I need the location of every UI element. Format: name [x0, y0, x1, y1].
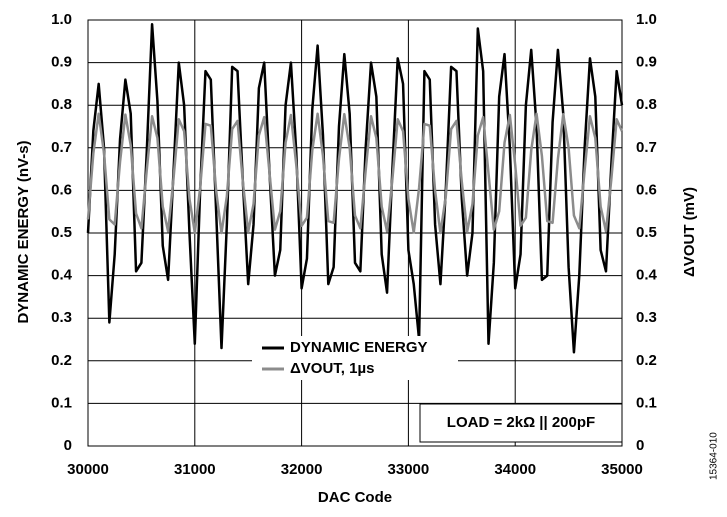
x-tick-label: 35000	[601, 461, 643, 478]
y-tick-label: 0.2	[51, 352, 72, 369]
x-tick-label: 32000	[281, 461, 323, 478]
y-tick-label: 0.6	[51, 181, 72, 198]
y2-tick-label: 0.6	[636, 181, 657, 198]
x-tick-label: 33000	[388, 461, 430, 478]
y2-tick-label: 1.0	[636, 11, 657, 28]
y2-tick-label: 0	[636, 437, 644, 454]
y-axis-label: DYNAMIC ENERGY (nV-s)	[15, 140, 32, 323]
series-line	[86, 23, 624, 354]
plot	[86, 19, 624, 447]
legend-label: DYNAMIC ENERGY	[290, 339, 428, 356]
y-tick-label: 0	[64, 437, 72, 454]
annotation-box	[419, 403, 623, 443]
y2-tick-label: 0.1	[636, 394, 657, 411]
y-tick-label: 0.9	[51, 54, 72, 71]
legend-box	[252, 336, 458, 380]
x-tick-label: 31000	[174, 461, 216, 478]
y-tick-label: 0.4	[51, 267, 73, 284]
x-tick-label: 34000	[494, 461, 536, 478]
y-tick-label: 0.8	[51, 96, 72, 113]
y-tick-label: 0.1	[51, 394, 72, 411]
y-tick-label: 1.0	[51, 11, 72, 28]
y-tick-label: 0.5	[51, 224, 72, 241]
y2-tick-label: 0.2	[636, 352, 657, 369]
series-line	[86, 112, 624, 235]
y2-axis-label: ΔVOUT (mV)	[681, 187, 698, 277]
annotation: LOAD = 2kΩ || 200pF	[447, 414, 595, 431]
y2-tick-label: 0.4	[636, 267, 658, 284]
figure-id: 15364-010	[709, 432, 720, 480]
x-tick-label: 30000	[67, 461, 109, 478]
y2-tick-label: 0.5	[636, 224, 657, 241]
legend-label: ΔVOUT, 1µs	[290, 360, 374, 377]
y2-tick-label: 0.9	[636, 54, 657, 71]
y2-tick-label: 0.8	[636, 96, 657, 113]
y-tick-label: 0.3	[51, 309, 72, 326]
y2-tick-label: 0.7	[636, 139, 657, 156]
x-axis-label: DAC Code	[318, 489, 392, 506]
y2-tick-label: 0.3	[636, 309, 657, 326]
y-tick-label: 0.7	[51, 139, 72, 156]
